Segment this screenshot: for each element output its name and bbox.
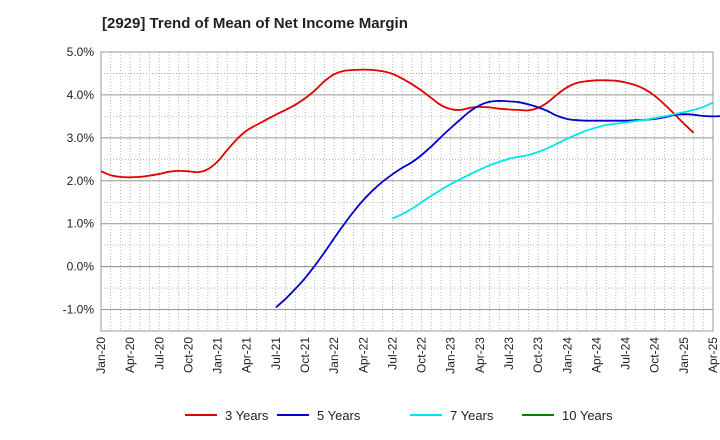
plot-area (100, 51, 714, 332)
x-tick-label: Jan-21 (211, 337, 225, 374)
x-tick-label: Oct-21 (298, 337, 312, 373)
x-tick-label: Oct-20 (181, 337, 195, 373)
chart-title: [2929] Trend of Mean of Net Income Margi… (102, 15, 408, 32)
x-tick-label: Apr-21 (240, 337, 254, 373)
series-line-5-years (275, 100, 720, 309)
x-tick-label: Apr-25 (706, 337, 720, 373)
y-tick-label: 5.0% (67, 45, 95, 59)
x-tick-label: Jul-20 (152, 337, 166, 370)
x-tick-label: Apr-22 (356, 337, 370, 373)
axes: 5.0% 4.0% 3.0% 2.0% 1.0% 0.0% -1.0% Jan-20 Apr-2… (63, 45, 720, 374)
y-tick-label: 4.0% (67, 88, 95, 102)
x-tick-label: Jan-23 (444, 337, 458, 374)
y-tick-label: 3.0% (67, 131, 95, 145)
legend-label: 3 Years (225, 408, 269, 423)
series-line-7-years (392, 101, 714, 220)
x-tick-label: Oct-23 (531, 337, 545, 373)
legend-label: 5 Years (317, 408, 361, 423)
grid (100, 51, 714, 332)
y-tick-label: 0.0% (67, 260, 95, 274)
legend: 3 Years 5 Years 7 Years 10 Years (185, 408, 613, 423)
x-tick-label: Apr-20 (123, 337, 137, 373)
x-tick-label: Apr-24 (589, 337, 603, 373)
series-lines (100, 68, 720, 309)
x-tick-label: Oct-22 (415, 337, 429, 373)
x-tick-label: Jan-22 (327, 337, 341, 374)
y-tick-label: 2.0% (67, 174, 95, 188)
x-tick-label: Jan-20 (94, 337, 108, 374)
x-tick-label: Apr-23 (473, 337, 487, 373)
x-tick-label: Oct-24 (648, 337, 662, 373)
series-line-3-years (100, 68, 695, 179)
x-tick-label: Jan-24 (560, 337, 574, 374)
y-tick-label: 1.0% (67, 217, 95, 231)
legend-label: 7 Years (450, 408, 494, 423)
x-tick-label: Jan-25 (677, 337, 691, 374)
y-tick-label: -1.0% (63, 303, 95, 317)
x-tick-label: Jul-21 (269, 337, 283, 370)
x-tick-label: Jul-22 (385, 337, 399, 370)
x-tick-label: Jul-23 (502, 337, 516, 370)
legend-label: 10 Years (562, 408, 613, 423)
x-tick-label: Jul-24 (619, 337, 633, 370)
